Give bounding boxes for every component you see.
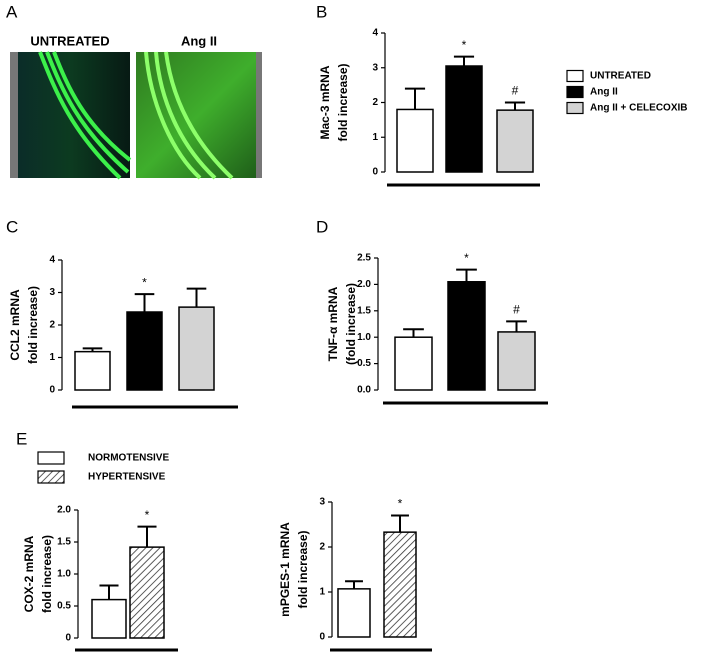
bar [396, 108, 434, 173]
y-tick-label: 1.0 [57, 569, 71, 580]
y-tick-label: 0 [49, 385, 55, 396]
y-tick-label: 2 [372, 97, 378, 108]
y-tick-label: 0.5 [357, 358, 371, 369]
chart: 0 1 2 3 mPGES-1 mRNA fold increase) * [278, 497, 432, 652]
y-tick-label: 1.0 [357, 332, 371, 343]
y-tick-label: 4 [372, 28, 378, 39]
legend-label: Ang II + CELECOXIB [590, 103, 688, 114]
y-axis-label: (fold increase) [344, 283, 358, 365]
panel-letter: A [6, 2, 18, 21]
y-tick-label: 0 [319, 632, 325, 643]
bar [74, 350, 111, 391]
significance-marker: # [512, 84, 519, 98]
y-axis-label: fold increase) [336, 63, 350, 141]
y-tick-label: 2 [319, 542, 325, 553]
bar [91, 598, 127, 639]
significance-marker: * [462, 38, 467, 52]
bar [337, 588, 371, 638]
legend-label: Ang II [590, 87, 618, 98]
significance-marker: * [142, 275, 147, 289]
bar [178, 306, 215, 391]
y-axis-label: fold increase) [296, 530, 310, 608]
y-tick-label: 1.5 [57, 537, 71, 548]
significance-marker: * [464, 251, 469, 265]
bar [447, 281, 486, 391]
vessel-wall [144, 51, 234, 180]
chart: 0 0.5 1.0 1.5 2.0 COX-2 mRNA fold increase) * NO… [22, 451, 178, 652]
chart: 0 1 2 3 4 Mac-3 mRNA fold increase) * # UNTREATED… [318, 28, 688, 187]
panel-letter: B [316, 2, 327, 21]
y-tick-label: 1.5 [357, 305, 371, 316]
legend-swatch [37, 470, 65, 484]
y-tick-label: 2.5 [357, 253, 371, 264]
panel-letter: E [16, 429, 27, 448]
bar [496, 109, 534, 173]
legend-swatch [566, 69, 584, 83]
legend-swatch [37, 451, 65, 465]
vessel-wall [38, 51, 132, 180]
micrographs: UNTREATED Ang II [10, 33, 262, 180]
y-axis-label: fold increase) [26, 286, 40, 364]
chart: 0.0 0.5 1.0 1.5 2.0 2.5 TNF-α mRNA (fold increa… [326, 251, 548, 405]
y-axis-label: mPGES-1 mRNA [278, 522, 292, 617]
significance-marker: * [145, 508, 150, 522]
y-tick-label: 0.5 [57, 601, 71, 612]
legend-swatch [566, 101, 584, 115]
y-tick-label: 1 [49, 352, 55, 363]
y-tick-label: 2.0 [357, 279, 371, 290]
y-axis-label: TNF-α mRNA [326, 286, 340, 361]
y-tick-label: 1 [319, 587, 325, 598]
y-axis-label: CCL2 mRNA [8, 289, 22, 361]
bar [394, 336, 433, 391]
y-tick-label: 3 [372, 62, 378, 73]
y-axis-label: fold increase) [40, 535, 54, 613]
y-axis-label: Mac-3 mRNA [318, 65, 332, 139]
y-axis-label: COX-2 mRNA [22, 535, 36, 612]
legend-label: UNTREATED [590, 71, 651, 82]
y-tick-label: 2 [49, 320, 55, 331]
bar [497, 331, 536, 391]
significance-marker: # [513, 303, 520, 317]
y-tick-label: 3 [49, 287, 55, 298]
image-label: Ang II [181, 33, 217, 48]
legend-swatch [566, 85, 584, 99]
legend-label: NORMOTENSIVE [88, 453, 169, 464]
y-tick-label: 0 [65, 633, 71, 644]
image-edge [256, 52, 262, 178]
y-tick-label: 2.0 [57, 505, 71, 516]
bar [383, 531, 417, 638]
legend-label: HYPERTENSIVE [88, 472, 166, 483]
y-tick-label: 1 [372, 132, 378, 143]
y-tick-label: 4 [49, 255, 55, 266]
panel-letter: C [6, 217, 18, 236]
chart: 0 1 2 3 4 CCL2 mRNA fold increase) * [8, 255, 238, 409]
bar [126, 311, 163, 391]
y-tick-label: 0 [372, 167, 378, 178]
panel-letter: D [316, 217, 328, 236]
bar [129, 546, 165, 639]
image-label: UNTREATED [30, 33, 109, 48]
y-tick-label: 0.0 [357, 385, 371, 396]
bar [445, 65, 483, 173]
significance-marker: * [398, 497, 403, 511]
y-tick-label: 3 [319, 497, 325, 508]
image-edge [10, 52, 18, 178]
